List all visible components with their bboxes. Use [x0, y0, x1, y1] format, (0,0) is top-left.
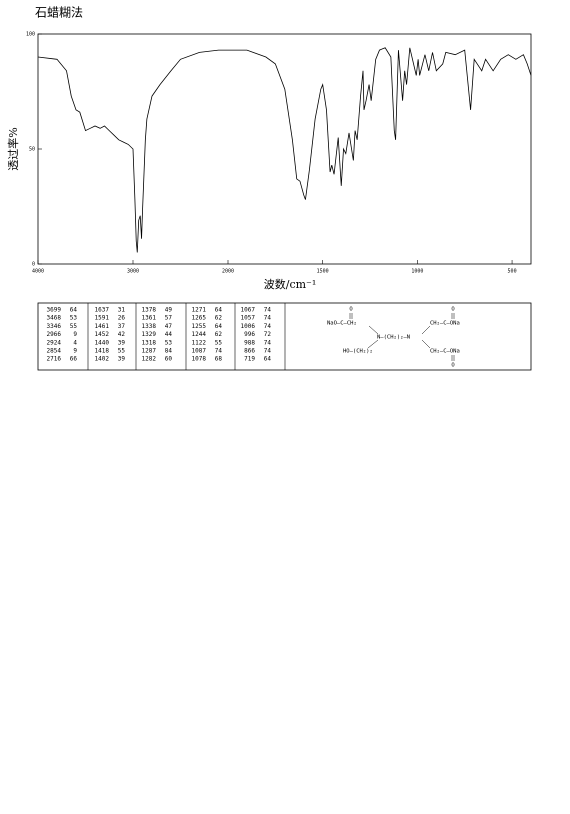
- peak-wavenumber: 1244: [192, 331, 207, 338]
- peak-wavenumber: 1078: [192, 356, 207, 363]
- peak-transmittance: 39: [118, 339, 126, 346]
- peak-wavenumber: 1440: [95, 339, 110, 346]
- peak-wavenumber: 1006: [241, 323, 256, 330]
- peak-table-frame: [37, 302, 532, 371]
- peak-transmittance: 57: [165, 315, 173, 322]
- peak-wavenumber: 1418: [95, 348, 110, 355]
- peak-wavenumber: 866: [244, 348, 255, 355]
- y-axis-label: 透过率%: [6, 127, 20, 170]
- structure-bonds: [349, 313, 455, 361]
- peak-wavenumber: 2854: [47, 348, 62, 355]
- peak-transmittance: 62: [215, 315, 223, 322]
- peak-transmittance: 4: [73, 339, 77, 346]
- peak-transmittance: 42: [118, 331, 126, 338]
- structure-label: NaO—C—CH₂: [327, 321, 357, 327]
- structure-label: N—(CH₂)₂—N: [377, 335, 410, 341]
- peak-transmittance: 53: [70, 315, 78, 322]
- peak-wavenumber: 1329: [142, 331, 157, 338]
- plot-frame: [37, 33, 532, 265]
- peak-wavenumber: 1265: [192, 315, 207, 322]
- peak-wavenumber: 2924: [47, 339, 62, 346]
- x-tick-label: 1500: [317, 269, 329, 275]
- structure-label: O: [451, 363, 454, 369]
- spectrum-line: [37, 47, 532, 253]
- peak-wavenumber: 2966: [47, 331, 62, 338]
- peak-transmittance: 39: [118, 356, 126, 363]
- peak-transmittance: 9: [73, 331, 77, 338]
- peak-transmittance: 74: [264, 339, 272, 346]
- peak-wavenumber: 719: [244, 356, 255, 363]
- structure-label: O: [349, 307, 352, 313]
- peak-wavenumber: 1338: [142, 323, 157, 330]
- peak-transmittance: 55: [70, 323, 78, 330]
- peak-transmittance: 9: [73, 348, 77, 355]
- peak-transmittance: 49: [165, 307, 173, 314]
- peak-transmittance: 66: [70, 356, 78, 363]
- peak-wavenumber: 1287: [142, 348, 157, 355]
- peak-transmittance: 26: [118, 315, 126, 322]
- peak-wavenumber: 996: [244, 331, 255, 338]
- x-tick-label: 2000: [222, 269, 234, 275]
- peak-wavenumber: 1591: [95, 315, 110, 322]
- peak-wavenumber: 3468: [47, 315, 62, 322]
- peak-wavenumber: 1057: [241, 315, 256, 322]
- x-tick-label: 3000: [127, 269, 139, 275]
- peak-wavenumber: 2716: [47, 356, 62, 363]
- peak-wavenumber: 1271: [192, 307, 207, 314]
- peak-transmittance: 62: [215, 331, 223, 338]
- peak-wavenumber: 3699: [47, 307, 62, 314]
- peak-wavenumber: 3346: [47, 323, 62, 330]
- peak-wavenumber: 1318: [142, 339, 157, 346]
- peak-transmittance: 64: [215, 323, 223, 330]
- peak-wavenumber: 1122: [192, 339, 207, 346]
- peak-wavenumber: 1402: [95, 356, 110, 363]
- peak-transmittance: 64: [70, 307, 78, 314]
- peak-transmittance: 37: [118, 323, 126, 330]
- x-axis-label: 波数/cm⁻¹: [264, 278, 317, 291]
- peak-transmittance: 64: [215, 307, 223, 314]
- structure-label: CH₂—C—ONa: [430, 349, 460, 355]
- peak-transmittance: 74: [264, 307, 272, 314]
- peak-transmittance: 31: [118, 307, 126, 314]
- peak-transmittance: 72: [264, 331, 272, 338]
- y-tick-label: 100: [26, 32, 35, 38]
- structure-label: HO—(CH₂)₂: [343, 349, 373, 355]
- peak-wavenumber: 1067: [241, 307, 256, 314]
- peak-wavenumber: 1087: [192, 348, 207, 355]
- peak-transmittance: 74: [264, 323, 272, 330]
- peak-wavenumber: 1461: [95, 323, 110, 330]
- y-tick-label: 50: [29, 147, 35, 153]
- peak-wavenumber: 1361: [142, 315, 157, 322]
- peak-wavenumber: 1378: [142, 307, 157, 314]
- peak-transmittance: 44: [165, 331, 173, 338]
- peak-wavenumber: 988: [244, 339, 255, 346]
- peak-wavenumber: 1637: [95, 307, 110, 314]
- peak-transmittance: 74: [215, 348, 223, 355]
- peak-wavenumber: 1255: [192, 323, 207, 330]
- x-tick-label: 1000: [411, 269, 423, 275]
- peak-transmittance: 68: [215, 356, 223, 363]
- chart-title: 石蜡糊法: [35, 5, 83, 20]
- x-tick-label: 4000: [32, 269, 44, 275]
- peak-transmittance: 74: [264, 315, 272, 322]
- x-tick-label: 500: [508, 269, 517, 275]
- peak-transmittance: 84: [165, 348, 173, 355]
- y-tick-label: 0: [32, 262, 35, 268]
- peak-transmittance: 60: [165, 356, 173, 363]
- peak-transmittance: 55: [118, 348, 126, 355]
- peak-transmittance: 47: [165, 323, 173, 330]
- structure-label: O: [451, 307, 454, 313]
- peak-transmittance: 55: [215, 339, 223, 346]
- peak-transmittance: 53: [165, 339, 173, 346]
- peak-transmittance: 74: [264, 348, 272, 355]
- peak-wavenumber: 1282: [142, 356, 157, 363]
- structure-label: CH₂—C—ONa: [430, 321, 460, 327]
- peak-wavenumber: 1452: [95, 331, 110, 338]
- peak-transmittance: 64: [264, 356, 272, 363]
